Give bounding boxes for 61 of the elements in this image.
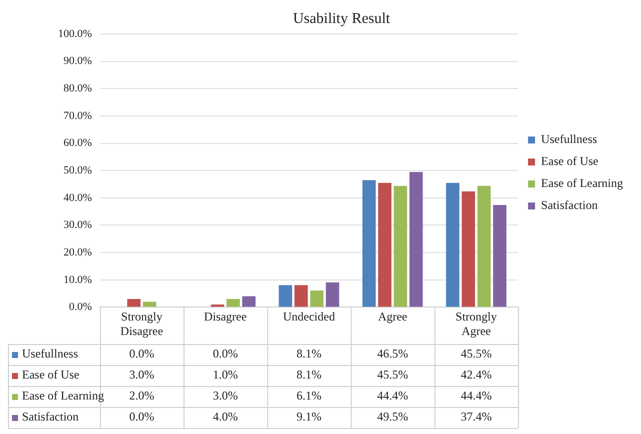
y-tick-label: 100.0% [58,28,92,40]
x-tick-label: Strongly Disagree [120,310,164,338]
y-tick-label: 40.0% [63,192,92,204]
data-label: 44.4% [377,388,408,403]
y-tick-label: 70.0% [63,110,92,122]
bar [310,290,324,307]
x-tick-label: Undecided [282,310,335,324]
x-tick-label: Disagree [204,310,247,324]
data-label: 44.4% [460,388,492,403]
y-tick-label: 80.0% [63,82,92,95]
y-tick-label: 0.0% [68,301,92,314]
data-label: 4.0% [212,410,238,424]
y-tick-label: 90.0% [63,55,92,68]
x-tick-label: Agree [378,310,408,324]
bar [378,182,392,307]
chart-title: Usability Result [292,10,391,27]
bar [493,205,506,307]
text: Satisfaction [22,410,79,424]
legend-label: Ease of Use [541,154,598,168]
y-tick-label: 60.0% [63,137,92,150]
bar [127,299,141,307]
data-label: 3.0% [212,388,238,403]
bar [394,186,408,307]
data-label: 8.1% [296,346,322,361]
text: Usefullness [22,346,78,361]
data-label: 2.0% [129,388,154,403]
data-label: 37.4% [460,410,492,424]
data-label: 6.1% [296,388,322,403]
bar [326,282,340,307]
bar [278,285,292,307]
y-tick-label: 50.0% [63,164,92,176]
bar [446,182,460,307]
data-label: 49.5% [377,410,408,424]
bar [409,172,423,307]
data-label: 8.1% [296,368,322,382]
data-label: 0.0% [129,410,154,424]
bar [242,296,256,307]
text: Ease of Learning [22,388,104,403]
y-tick-label: 10.0% [63,274,92,286]
data-label: 46.5% [377,346,408,361]
bar [462,191,476,307]
data-label: 0.0% [212,346,238,361]
y-tick-label: 20.0% [63,246,92,258]
bar [142,302,156,307]
legend-label: Satisfaction [541,198,598,212]
data-label: 1.0% [212,368,238,382]
data-label: 42.4% [460,368,492,382]
legend-label: Ease of Learning [541,176,624,190]
bar [294,285,308,307]
data-label: 3.0% [129,368,154,382]
legend-label: Usefullness [541,132,598,146]
data-label: 0.0% [129,346,154,361]
y-tick-label: 30.0% [63,219,92,232]
bar [477,186,491,307]
bar [362,180,376,307]
x-tick-label: Strongly Agree [456,310,497,338]
text: Ease of Use [22,368,80,382]
data-label: 9.1% [296,410,322,424]
data-label: 45.5% [377,368,408,382]
bar [226,299,240,307]
data-label: 45.5% [460,346,492,361]
